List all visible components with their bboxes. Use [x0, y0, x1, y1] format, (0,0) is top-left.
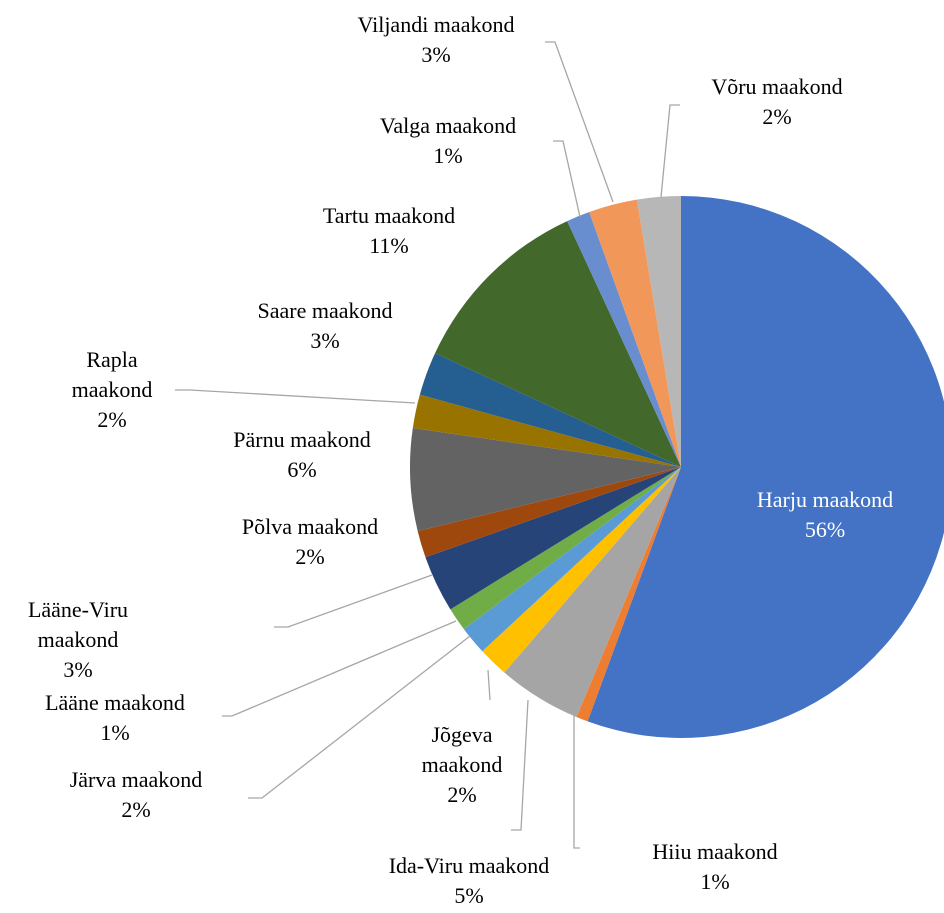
pie-slice-laane-viru-maakond — [425, 467, 681, 610]
data-label-polva-maakond: Põlva maakond 2% — [242, 514, 378, 569]
pie-slice-saare-maakond — [419, 353, 681, 467]
data-label-laane-maakond: Lääne maakond 1% — [45, 690, 185, 745]
data-label-percent: 3% — [310, 328, 339, 353]
pie-slice-hiiu-maakond — [576, 467, 681, 722]
data-label-hiiu-maakond: Hiiu maakond 1% — [652, 839, 777, 894]
data-label-percent: 1% — [100, 720, 129, 745]
data-label-percent: 11% — [369, 233, 409, 258]
data-label-percent: 5% — [454, 883, 483, 908]
leader-line-jarva-maakond — [248, 635, 471, 799]
leader-line-jogeva-maakond — [487, 669, 491, 701]
data-label-voru-maakond: Võru maakond 2% — [711, 74, 842, 129]
data-label-category: maakond — [72, 377, 153, 402]
pie-slice-voru-maakond — [636, 196, 681, 467]
leader-line-valga-maakond — [553, 140, 581, 218]
data-label-category: Pärnu maakond — [233, 427, 370, 452]
data-label-percent: 3% — [421, 42, 450, 67]
data-label-laane-viru-maakond: Lääne-Viru maakond 3% — [28, 597, 128, 682]
data-label-percent: 2% — [97, 407, 126, 432]
data-label-category: Võru maakond — [711, 74, 842, 99]
data-label-jarva-maakond: Järva maakond 2% — [70, 767, 203, 822]
pie-slice-tartu-maakond — [435, 221, 681, 467]
data-label-saare-maakond: Saare maakond 3% — [258, 298, 393, 353]
pie-slice-valga-maakond — [567, 212, 681, 467]
data-label-category: Harju maakond — [757, 487, 893, 512]
pie-slices — [409, 196, 944, 738]
leader-line-voru-maakond — [660, 104, 680, 198]
leader-line-ida-viru-maakond — [511, 699, 529, 831]
pie-slice-jarva-maakond — [463, 467, 681, 652]
data-label-category: Jõgeva — [431, 722, 492, 747]
data-label-percent: 56% — [805, 517, 845, 542]
leader-line-hiiu-maakond — [573, 712, 580, 849]
pie-slice-parnu-maakond — [409, 427, 681, 532]
data-label-percent: 3% — [63, 657, 92, 682]
data-label-category: Viljandi maakond — [358, 12, 515, 37]
data-label-category: Valga maakond — [380, 113, 516, 138]
leader-line-laane-maakond — [222, 620, 457, 717]
leader-lines — [175, 41, 680, 849]
data-label-percent: 6% — [287, 457, 316, 482]
pie-slice-ida-viru-maakond — [504, 467, 681, 718]
data-label-percent: 2% — [447, 782, 476, 807]
leader-line-laane-viru-maakond — [274, 574, 433, 628]
data-label-percent: 1% — [433, 143, 462, 168]
data-label-category: Rapla — [86, 347, 138, 372]
data-label-category: Saare maakond — [258, 298, 393, 323]
data-label-parnu-maakond: Pärnu maakond 6% — [233, 427, 370, 482]
leader-line-viljandi-maakond — [545, 41, 614, 203]
data-label-category: maakond — [38, 627, 119, 652]
data-label-category: Hiiu maakond — [652, 839, 777, 864]
leader-line-rapla-maakond — [175, 389, 416, 404]
data-label-viljandi-maakond: Viljandi maakond 3% — [358, 12, 515, 67]
pie-slice-polva-maakond — [417, 467, 681, 558]
data-label-percent: 2% — [121, 797, 150, 822]
data-label-rapla-maakond: Rapla maakond 2% — [72, 347, 153, 432]
data-label-category: maakond — [422, 752, 503, 777]
data-label-category: Lääne-Viru — [28, 597, 128, 622]
data-label-category: Järva maakond — [70, 767, 203, 792]
data-label-category: Tartu maakond — [323, 203, 455, 228]
data-label-valga-maakond: Valga maakond 1% — [380, 113, 516, 168]
data-label-harju-maakond: Harju maakond 56% — [757, 487, 893, 542]
data-label-jogeva-maakond: Jõgeva maakond 2% — [422, 722, 503, 807]
data-label-category: Lääne maakond — [45, 690, 185, 715]
data-label-percent: 2% — [762, 104, 791, 129]
pie-slice-rapla-maakond — [412, 394, 681, 467]
data-labels: Harju maakond 56% Hiiu maakond 1% Ida-Viru m… — [28, 12, 893, 908]
pie-slice-laane-maakond — [450, 467, 681, 630]
data-label-category: Ida-Viru maakond — [389, 853, 550, 878]
pie-slice-harju-maakond — [587, 196, 944, 738]
data-label-tartu-maakond: Tartu maakond 11% — [323, 203, 455, 258]
data-label-percent: 1% — [700, 869, 729, 894]
data-label-ida-viru-maakond: Ida-Viru maakond 5% — [389, 853, 550, 908]
data-label-category: Põlva maakond — [242, 514, 378, 539]
data-label-percent: 2% — [295, 544, 324, 569]
pie-slice-jogeva-maakond — [482, 467, 681, 673]
pie-slice-viljandi-maakond — [589, 199, 681, 468]
